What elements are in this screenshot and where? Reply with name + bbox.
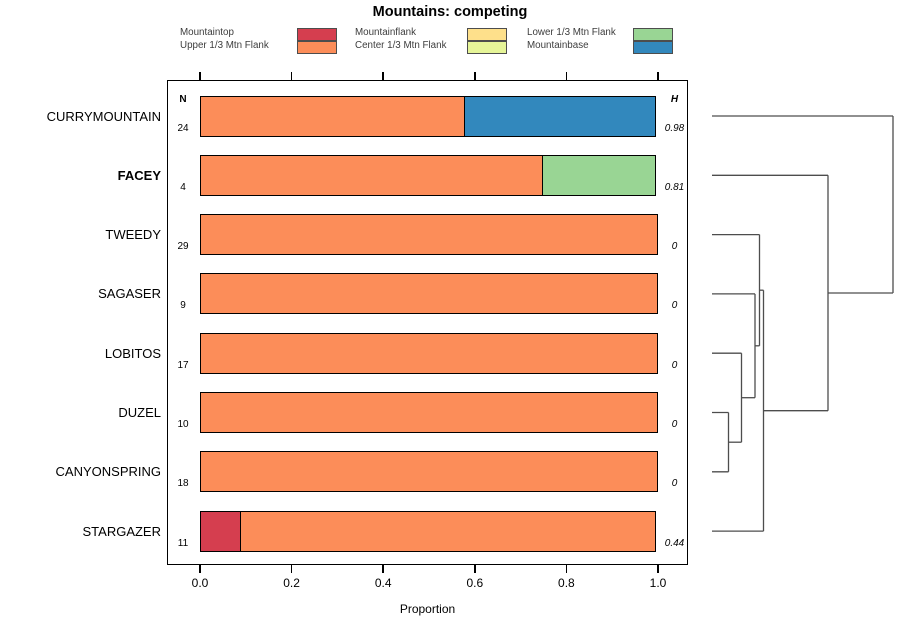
legend-labels-col1: Mountaintop Upper 1/3 Mtn Flank: [180, 27, 269, 52]
row-label-duzel: DUZEL: [118, 405, 161, 420]
bar-segment-upper-1-3-mtn-flank: [200, 273, 658, 315]
bar-segment-upper-1-3-mtn-flank: [200, 95, 466, 137]
row-label-lobitos: LOBITOS: [104, 345, 161, 361]
x-tick-top: [474, 72, 476, 80]
bar-segment-upper-1-3-mtn-flank: [200, 154, 544, 196]
legend-swatches-col1: [297, 28, 337, 54]
h-value: 0.81: [664, 181, 685, 193]
legend-labels-col3: Lower 1/3 Mtn Flank Mountainbase: [527, 27, 616, 52]
plot-box: [167, 80, 688, 565]
n-value: 4: [180, 181, 186, 193]
n-value: 11: [177, 537, 189, 549]
h-value: 0.44: [664, 537, 685, 549]
row-label-canyonspring: CANYONSPRING: [55, 464, 161, 480]
n-value: 29: [177, 241, 189, 253]
row-label-stargazer: STARGAZER: [82, 523, 162, 539]
row-label-tweedy: TWEEDY: [105, 227, 161, 243]
h-value: 0: [671, 241, 678, 253]
x-tick-label: 0.8: [558, 576, 575, 590]
bar-segment-upper-1-3-mtn-flank: [200, 332, 658, 374]
x-tick-bottom: [199, 565, 201, 573]
x-tick-label: 0.0: [191, 576, 209, 590]
legend-swatch-upper-1-3-mtn-flank: [297, 41, 337, 54]
n-value: 10: [177, 419, 189, 430]
n-value: 18: [177, 478, 189, 490]
n-value: 17: [177, 359, 189, 371]
row-label-sagaser: SAGASER: [98, 286, 161, 302]
x-tick-top: [657, 72, 659, 80]
h-value: 0: [671, 419, 678, 430]
bar-segment-lower-1-3-mtn-flank: [541, 154, 657, 196]
x-tick-bottom: [382, 565, 384, 573]
x-axis-title: Proportion: [399, 602, 456, 616]
bar-lobitos: [200, 332, 658, 374]
bar-currymountain: [200, 95, 658, 137]
legend-label: Mountainbase: [527, 39, 589, 51]
row-label-currymountain: CURRYMOUNTAIN: [46, 108, 161, 124]
legend-swatches-col2: [467, 28, 507, 54]
x-tick-bottom: [657, 565, 659, 573]
col-header-n: N: [179, 94, 187, 105]
legend-swatches-col3: [633, 28, 673, 54]
x-tick-label: 0.2: [283, 576, 300, 590]
row-label-facey: FACEY: [117, 167, 161, 183]
bar-duzel: [200, 392, 658, 433]
col-header-h: H: [670, 94, 679, 105]
legend-label: Mountaintop: [180, 27, 234, 38]
x-tick-label: 1.0: [649, 576, 667, 590]
legend-swatch-lower-1-3-mtn-flank: [633, 28, 673, 41]
legend-label: Upper 1/3 Mtn Flank: [180, 39, 269, 51]
bar-canyonspring: [200, 451, 658, 493]
h-value: 0: [671, 300, 678, 312]
bar-segment-upper-1-3-mtn-flank: [200, 214, 658, 256]
h-value: 0.98: [664, 122, 685, 134]
legend-swatch-center-1-3-mtn-flank: [467, 41, 507, 54]
x-tick-top: [290, 72, 293, 80]
n-value: 24: [177, 122, 189, 134]
bar-segment-upper-1-3-mtn-flank: [200, 451, 658, 493]
bar-facey: [200, 154, 658, 196]
legend-swatch-mountaintop: [297, 28, 337, 41]
legend-label: Center 1/3 Mtn Flank: [355, 39, 447, 51]
legend-label: Mountainflank: [355, 27, 416, 38]
legend-label: Lower 1/3 Mtn Flank: [527, 27, 616, 38]
n-value: 9: [180, 300, 186, 312]
legend-swatch-mountainbase: [633, 41, 673, 54]
x-tick-top: [199, 72, 201, 80]
legend-labels-col2: Mountainflank Center 1/3 Mtn Flank: [355, 27, 446, 52]
x-tick-bottom: [290, 565, 293, 573]
x-tick-label: 0.4: [374, 576, 392, 590]
h-value: 0: [671, 359, 678, 371]
bar-segment-mountainbase: [464, 95, 657, 137]
x-tick-top: [382, 72, 384, 80]
x-tick-top: [565, 72, 568, 80]
legend-swatch-mountainflank: [467, 28, 507, 41]
bar-stargazer: [200, 510, 658, 552]
x-tick-bottom: [474, 565, 476, 573]
bar-segment-upper-1-3-mtn-flank: [200, 392, 658, 433]
bar-tweedy: [200, 214, 658, 256]
x-tick-bottom: [565, 565, 568, 573]
x-tick-label: 0.6: [466, 576, 484, 590]
bar-segment-upper-1-3-mtn-flank: [239, 510, 657, 552]
bar-sagaser: [200, 273, 658, 315]
h-value: 0: [671, 478, 678, 490]
chart-title: Mountains: competing: [372, 4, 528, 20]
